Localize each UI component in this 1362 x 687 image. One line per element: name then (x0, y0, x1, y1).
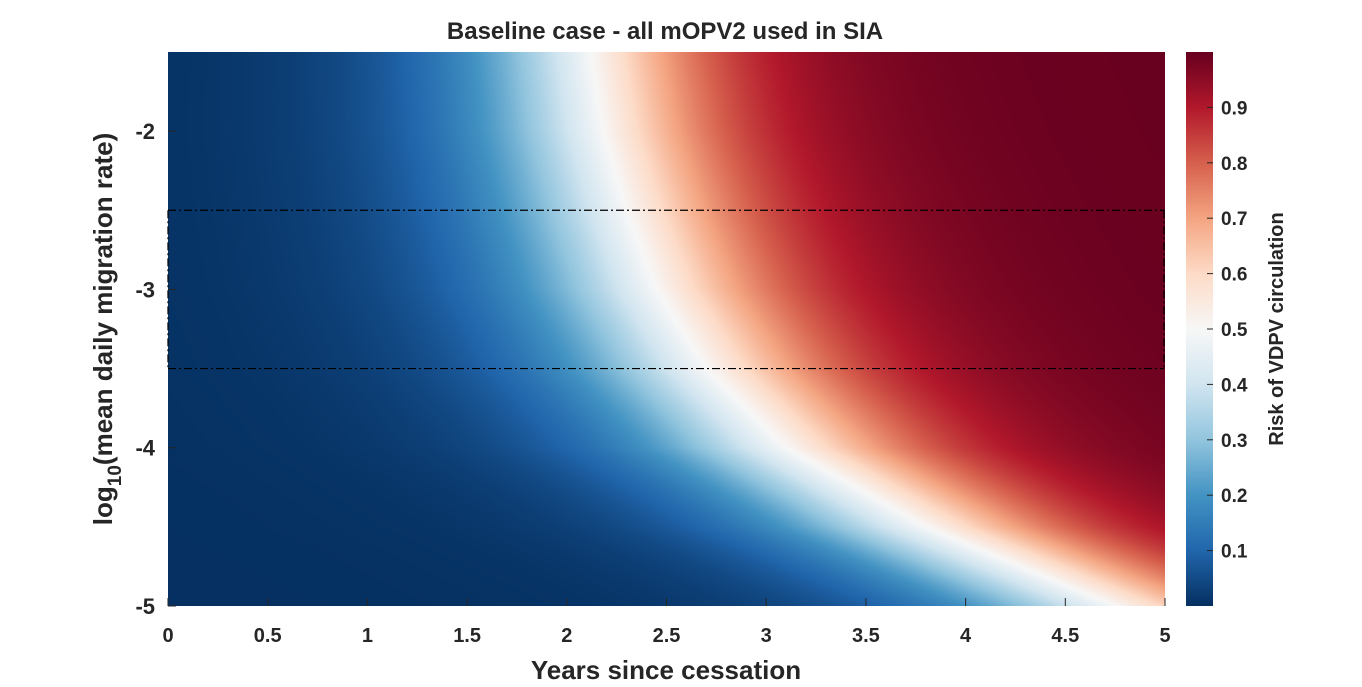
reference-band (167, 209, 1165, 370)
chart-title: Baseline case - all mOPV2 used in SIA (447, 18, 883, 45)
y-tick-label: -3 (135, 277, 155, 302)
y-axis-ticks: -5 -4 -3 -2 (135, 119, 176, 619)
y-axis-label-suffix: (mean daily migration rate) (88, 133, 118, 465)
x-tick-label: 1.5 (453, 625, 481, 647)
colorbar-tick-label: 0.8 (1221, 154, 1247, 175)
y-axis-label-prefix: log (88, 486, 118, 525)
y-axis-label: log10(mean daily migration rate) (88, 133, 126, 525)
colorbar-tick-label: 0.5 (1221, 320, 1248, 341)
x-tick-label: 0 (162, 625, 173, 647)
x-tick-label: 2.5 (653, 625, 681, 647)
colorbar-label: Risk of VDPV circulation (1266, 212, 1288, 445)
colorbar-tick-label: 0.7 (1221, 209, 1247, 230)
x-tick-label: 0.5 (254, 625, 282, 647)
y-axis-label-subscript: 10 (105, 465, 126, 486)
colorbar-tick-label: 0.6 (1221, 265, 1247, 286)
y-tick-label: -2 (135, 119, 155, 144)
risk-heatmap (168, 52, 1165, 606)
x-tick-label: 3.5 (852, 625, 880, 647)
y-tick-label: -4 (135, 436, 155, 461)
colorbar-tick-label: 0.1 (1221, 542, 1248, 563)
x-tick-label: 2 (561, 625, 572, 647)
y-tick-label: -5 (135, 594, 155, 619)
x-tick-label: 3 (761, 625, 772, 647)
colorbar-tick-label: 0.9 (1221, 98, 1247, 119)
x-axis-ticks: 0 0.5 1 1.5 2 2.5 3 3.5 4 4.5 5 (162, 598, 1171, 647)
x-tick-label: 1 (362, 625, 373, 647)
colorbar-tick-label: 0.4 (1221, 375, 1248, 396)
x-tick-label: 4.5 (1051, 625, 1079, 647)
x-tick-label: 5 (1159, 625, 1170, 647)
x-axis-label: Years since cessation (531, 655, 801, 685)
x-tick-label: 4 (960, 625, 972, 647)
colorbar-tick-label: 0.2 (1221, 486, 1247, 507)
colorbar-ticks: 0.1 0.2 0.3 0.4 0.5 0.6 0.7 0.8 0.9 (1207, 98, 1248, 563)
colorbar-tick-label: 0.3 (1221, 431, 1247, 452)
